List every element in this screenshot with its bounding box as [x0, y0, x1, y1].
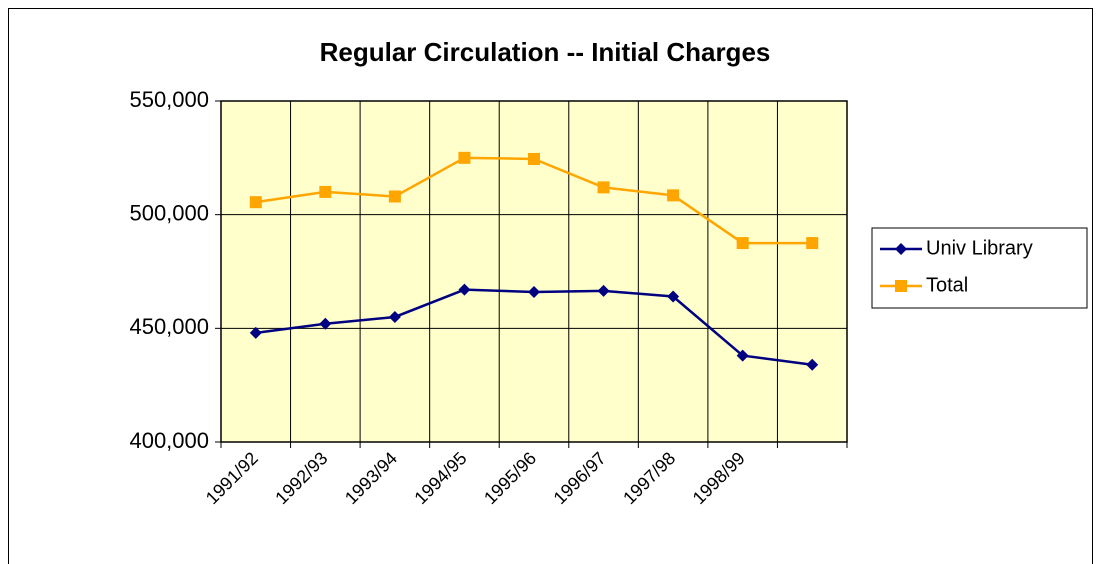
marker — [528, 285, 540, 298]
marker — [895, 243, 907, 255]
marker — [667, 189, 680, 202]
marker — [667, 290, 680, 303]
marker — [249, 326, 262, 339]
chart-title: Regular Circulation -- Initial Charges — [320, 37, 771, 67]
legend-label: Total — [926, 274, 968, 296]
y-tick-label: 400,000 — [129, 428, 209, 453]
plot-border — [220, 100, 848, 443]
marker — [458, 151, 471, 164]
marker — [458, 283, 471, 296]
marker — [806, 358, 819, 371]
plot-area — [221, 101, 847, 442]
marker — [319, 185, 332, 198]
marker — [597, 284, 610, 297]
legend-box — [871, 227, 1088, 309]
marker — [388, 190, 401, 203]
legend-label: Univ Library — [926, 237, 1033, 259]
marker — [895, 280, 907, 292]
y-tick-label: 500,000 — [129, 200, 209, 225]
y-tick-label: 550,000 — [129, 87, 209, 112]
marker — [528, 152, 540, 165]
marker — [388, 310, 401, 323]
y-tick-label: 450,000 — [129, 314, 209, 339]
marker — [806, 237, 819, 250]
marker — [736, 237, 749, 250]
marker — [319, 317, 332, 330]
marker — [597, 181, 610, 194]
marker — [249, 196, 262, 209]
marker — [736, 349, 749, 362]
